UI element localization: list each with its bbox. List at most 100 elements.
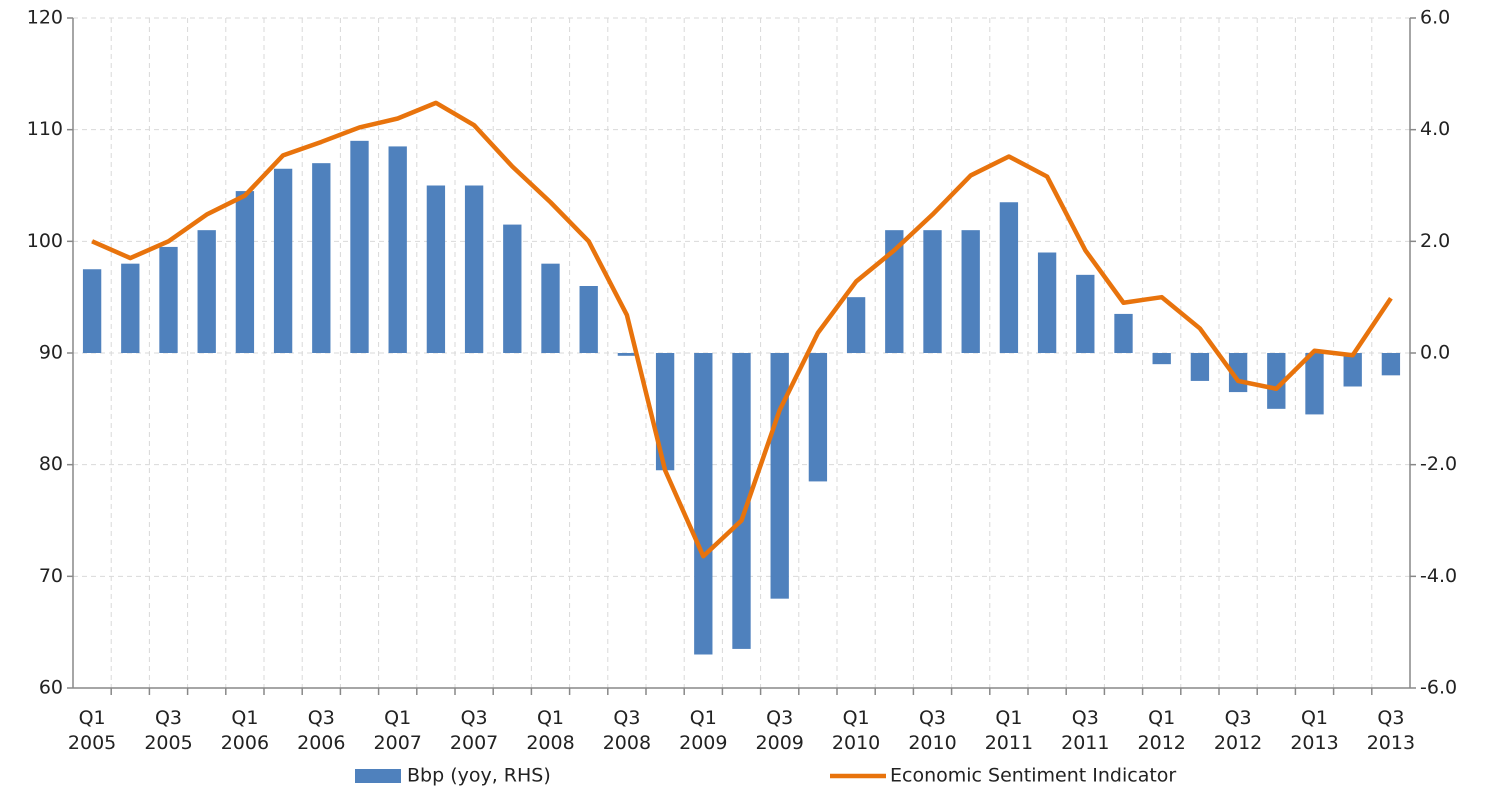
bar	[1114, 313, 1133, 353]
bar	[579, 286, 598, 353]
x-tick-label-year: 2009	[756, 732, 804, 754]
bar	[121, 263, 140, 353]
bar	[464, 185, 484, 353]
x-tick-label-quarter: Q3	[919, 707, 946, 729]
x-tick-label-quarter: Q1	[537, 707, 564, 729]
x-tick-label-quarter: Q3	[155, 707, 182, 729]
y2-tick-label: 2.0	[1420, 230, 1450, 252]
y-tick-label: 120	[27, 7, 63, 29]
bar	[732, 353, 751, 649]
x-tick-label-quarter: Q3	[613, 707, 640, 729]
x-tick-label: Q3 2009	[756, 707, 804, 754]
bar	[197, 230, 216, 353]
legend-label: Bbp (yoy, RHS)	[407, 765, 551, 787]
x-tick-label: Q1 2011	[985, 707, 1033, 754]
line	[91, 100, 1393, 559]
x-tick-label-year: 2012	[1138, 732, 1186, 754]
y2-tick-label: 4.0	[1420, 118, 1450, 140]
bar	[655, 353, 675, 471]
x-tick-label-year: 2008	[603, 732, 651, 754]
bar	[235, 191, 255, 353]
x-tick-label: Q1 2013	[1290, 707, 1338, 754]
x-tick-label-quarter: Q1	[843, 707, 870, 729]
x-tick-label-quarter: Q1	[1148, 707, 1175, 729]
x-tick-label-quarter: Q3	[766, 707, 793, 729]
x-tick-label-quarter: Q3	[1072, 707, 1099, 729]
bar	[273, 168, 293, 353]
x-tick-label: Q3 2005	[144, 707, 192, 754]
x-tick-label-year: 2011	[985, 732, 1033, 754]
bar	[961, 230, 980, 353]
bar	[923, 230, 942, 353]
y-tick-label: 60	[39, 677, 63, 699]
x-tick-label: Q1 2012	[1138, 707, 1186, 754]
x-tick-label-quarter: Q1	[231, 707, 258, 729]
x-tick-label: Q3 2011	[1061, 707, 1109, 754]
x-tick-label: Q1 2008	[526, 707, 574, 754]
y-tick-label: 110	[27, 118, 63, 140]
bar	[312, 163, 331, 353]
x-tick-label-year: 2010	[908, 732, 956, 754]
bar	[1305, 353, 1324, 415]
x-tick-label: Q3 2012	[1214, 707, 1262, 754]
bar	[541, 263, 560, 353]
x-tick-label: Q3 2013	[1367, 707, 1415, 754]
x-tick-label: Q3 2007	[450, 707, 498, 754]
y2-tick-label: -6.0	[1420, 677, 1457, 699]
x-tick-label: Q3 2006	[297, 707, 345, 754]
bar	[159, 246, 178, 353]
bar	[1343, 353, 1362, 387]
y2-tick-label: -2.0	[1420, 453, 1457, 475]
x-tick-label-quarter: Q3	[308, 707, 335, 729]
x-tick-label: Q3 2008	[603, 707, 651, 754]
x-tick-label-year: 2005	[144, 732, 192, 754]
x-tick-label: Q1 2007	[374, 707, 422, 754]
y2-tick-label: 0.0	[1420, 342, 1450, 364]
bar	[1267, 353, 1286, 409]
x-tick-label-quarter: Q3	[1377, 707, 1404, 729]
y-tick-label: 80	[39, 453, 63, 475]
y-tick-label: 100	[27, 230, 63, 252]
bar	[846, 297, 866, 353]
x-tick-label-year: 2012	[1214, 732, 1262, 754]
bar	[350, 140, 369, 353]
x-tick-label-year: 2011	[1061, 732, 1109, 754]
x-tick-label: Q1 2009	[679, 707, 727, 754]
x-tick-label-year: 2005	[68, 732, 116, 754]
bar	[82, 269, 102, 353]
x-tick-label: Q1 2010	[832, 707, 880, 754]
x-tick-label: Q3 2010	[908, 707, 956, 754]
x-tick-label-quarter: Q1	[995, 707, 1022, 729]
x-tick-label-quarter: Q1	[1301, 707, 1328, 729]
x-tick-label-quarter: Q1	[690, 707, 717, 729]
x-tick-label-year: 2006	[221, 732, 269, 754]
bar	[1152, 353, 1171, 365]
x-tick-label-year: 2006	[297, 732, 345, 754]
x-tick-label: Q1 2005	[68, 707, 116, 754]
bar	[808, 353, 828, 482]
y-tick-label: 90	[39, 342, 63, 364]
legend-swatch	[355, 769, 401, 783]
bar	[388, 146, 407, 353]
x-tick-label-year: 2013	[1290, 732, 1338, 754]
x-tick-label-year: 2008	[526, 732, 574, 754]
x-tick-label-year: 2007	[374, 732, 422, 754]
x-tick-label-quarter: Q1	[384, 707, 411, 729]
y2-tick-label: 6.0	[1420, 7, 1450, 29]
bar	[694, 353, 713, 655]
bar	[1037, 252, 1057, 353]
x-tick-label-quarter: Q3	[461, 707, 488, 729]
x-tick-label-year: 2010	[832, 732, 880, 754]
bar	[503, 224, 522, 353]
x-tick-label-year: 2009	[679, 732, 727, 754]
x-tick-label-year: 2013	[1367, 732, 1415, 754]
y2-tick-label: -4.0	[1420, 565, 1457, 587]
bar	[770, 353, 789, 599]
x-tick-label-quarter: Q1	[79, 707, 106, 729]
x-tick-label-year: 2007	[450, 732, 498, 754]
x-tick-label: Q1 2006	[221, 707, 269, 754]
x-tick-label-quarter: Q3	[1225, 707, 1252, 729]
y-tick-label: 70	[39, 565, 63, 587]
bar	[999, 202, 1019, 353]
